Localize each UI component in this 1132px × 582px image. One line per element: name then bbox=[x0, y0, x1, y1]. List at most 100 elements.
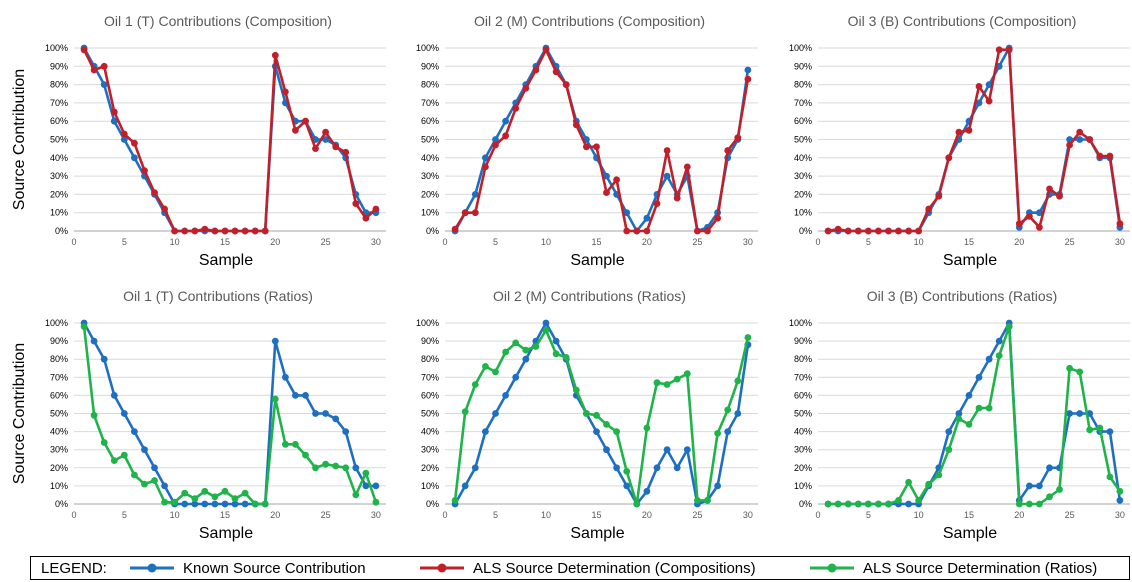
x-tick-label: 15 bbox=[591, 510, 601, 520]
data-point-known bbox=[161, 482, 169, 490]
data-point-als_comp bbox=[1086, 136, 1094, 143]
chart-panel-4: 0% 10% 20% 30% 40% 50% 60% 70% 80% 90% 100% 0 5 10 15 2… bbox=[11, 288, 386, 542]
y-tick-label: 50% bbox=[50, 135, 68, 145]
data-point-known bbox=[502, 117, 509, 125]
data-point-als_comp bbox=[935, 192, 943, 200]
data-point-als_comp bbox=[241, 227, 249, 235]
data-point-als_comp bbox=[1005, 46, 1013, 54]
data-point-known bbox=[1046, 464, 1053, 472]
data-point-known bbox=[302, 392, 309, 399]
data-point-als_comp bbox=[90, 66, 98, 74]
data-point-als_ratio bbox=[151, 477, 158, 484]
chart-title: Oil 2 (M) Contributions (Composition) bbox=[474, 13, 705, 29]
y-tick-label: 40% bbox=[421, 427, 439, 437]
y-tick-label: 100% bbox=[45, 43, 68, 53]
data-point-als_ratio bbox=[895, 497, 902, 504]
data-point-als_comp bbox=[552, 68, 560, 76]
data-point-als_comp bbox=[1046, 185, 1053, 193]
data-point-known bbox=[110, 117, 118, 125]
data-point-known bbox=[110, 392, 118, 399]
data-point-als_ratio bbox=[1056, 486, 1063, 493]
data-point-als_ratio bbox=[221, 487, 229, 495]
data-point-als_ratio bbox=[352, 491, 360, 499]
y-tick-label: 30% bbox=[50, 445, 68, 455]
data-point-known bbox=[1036, 209, 1043, 217]
y-tick-label: 40% bbox=[50, 427, 68, 437]
data-point-known bbox=[352, 464, 360, 472]
data-point-als_comp bbox=[673, 194, 681, 202]
data-point-als_ratio bbox=[542, 326, 550, 334]
data-point-als_comp bbox=[131, 139, 138, 147]
data-point-als_comp bbox=[542, 46, 550, 54]
data-point-als_comp bbox=[875, 227, 882, 235]
data-point-als_ratio bbox=[572, 386, 580, 394]
data-point-als_comp bbox=[834, 225, 842, 233]
data-point-known bbox=[724, 428, 732, 435]
data-point-als_ratio bbox=[694, 497, 701, 504]
y-tick-label: 70% bbox=[421, 98, 439, 108]
data-point-known bbox=[482, 154, 489, 162]
y-tick-label: 0% bbox=[55, 499, 68, 509]
data-point-als_comp bbox=[1015, 220, 1023, 228]
data-point-als_comp bbox=[663, 147, 671, 154]
series-als_ratio bbox=[80, 323, 380, 508]
data-point-known bbox=[945, 428, 953, 435]
y-tick-label: 80% bbox=[421, 354, 439, 364]
data-point-als_comp bbox=[271, 51, 279, 59]
y-tick-label: 40% bbox=[50, 153, 68, 163]
chart-panel-2: 0% 10% 20% 30% 40% 50% 60% 70% 80% 90% 100% 0 5 10 15 2… bbox=[416, 13, 758, 269]
x-tick-label: 15 bbox=[964, 237, 974, 247]
data-point-als_ratio bbox=[502, 348, 509, 356]
y-tick-label: 70% bbox=[794, 372, 812, 382]
x-tick-label: 15 bbox=[591, 237, 601, 247]
data-point-als_comp bbox=[191, 227, 199, 235]
data-point-als_comp bbox=[100, 62, 108, 70]
data-point-known bbox=[1116, 497, 1124, 504]
data-point-known bbox=[100, 81, 108, 88]
data-point-als_comp bbox=[613, 176, 620, 184]
data-point-als_comp bbox=[461, 209, 469, 217]
x-axis-label: Sample bbox=[570, 525, 624, 542]
x-tick-label: 30 bbox=[371, 510, 381, 520]
data-point-als_ratio bbox=[854, 500, 862, 508]
data-point-als_ratio bbox=[613, 428, 620, 435]
y-axis-label: Source Contribution bbox=[11, 69, 28, 210]
y-tick-label: 100% bbox=[416, 43, 439, 53]
x-tick-label: 30 bbox=[743, 237, 753, 247]
legend-marker-known bbox=[147, 563, 157, 573]
y-tick-label: 20% bbox=[794, 463, 812, 473]
data-point-als_ratio bbox=[471, 381, 479, 388]
y-tick-label: 50% bbox=[50, 409, 68, 419]
legend-entry-known: Known Source Contribution bbox=[129, 557, 366, 579]
data-point-known bbox=[643, 487, 651, 495]
data-point-known bbox=[673, 464, 681, 472]
data-point-als_ratio bbox=[985, 404, 993, 412]
data-point-als_ratio bbox=[704, 497, 711, 504]
data-point-known bbox=[372, 482, 380, 490]
data-point-als_comp bbox=[714, 214, 721, 222]
y-tick-label: 20% bbox=[421, 189, 439, 199]
y-axis-label: Source Contribution bbox=[11, 343, 28, 484]
x-tick-label: 20 bbox=[642, 510, 652, 520]
data-point-als_comp bbox=[995, 46, 1003, 54]
x-tick-label: 5 bbox=[122, 237, 127, 247]
data-point-als_ratio bbox=[100, 439, 108, 446]
data-point-known bbox=[342, 428, 350, 435]
x-tick-label: 5 bbox=[122, 510, 127, 520]
y-tick-label: 10% bbox=[794, 208, 812, 218]
data-point-als_comp bbox=[1066, 141, 1073, 149]
data-point-known bbox=[512, 373, 520, 381]
data-point-als_comp bbox=[482, 163, 489, 171]
data-point-als_comp bbox=[945, 154, 953, 162]
data-point-als_ratio bbox=[945, 446, 953, 454]
data-point-als_comp bbox=[292, 126, 299, 134]
legend-swatch-known bbox=[130, 563, 174, 573]
x-tick-label: 25 bbox=[321, 237, 331, 247]
legend-label-als-ratios: ALS Source Determination (Ratios) bbox=[863, 559, 1098, 577]
x-tick-label: 0 bbox=[71, 510, 76, 520]
data-point-als_comp bbox=[312, 145, 319, 153]
y-tick-label: 30% bbox=[794, 171, 812, 181]
data-point-known bbox=[603, 172, 610, 180]
data-point-als_comp bbox=[1036, 223, 1043, 231]
data-point-als_comp bbox=[854, 227, 862, 235]
